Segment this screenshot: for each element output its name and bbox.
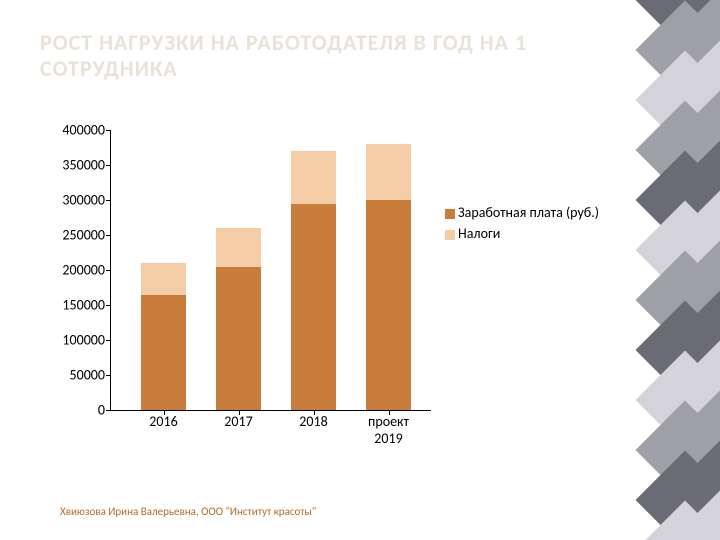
legend-item: Налоги [445, 226, 599, 243]
legend-swatch [445, 209, 455, 219]
chart-legend: Заработная плата (руб.) Налоги [445, 205, 599, 247]
legend-label: Налоги [458, 226, 500, 243]
y-tick-label: 50000 [70, 367, 111, 384]
y-tick-mark [106, 270, 111, 271]
y-tick-label: 350000 [62, 157, 111, 174]
slide: РОСТ НАГРУЗКИ НА РАБОТОДАТЕЛЯ В ГОД НА 1… [0, 0, 720, 540]
y-tick-label: 400000 [62, 122, 111, 139]
y-tick-mark [106, 165, 111, 166]
y-tick-mark [106, 235, 111, 236]
x-tick-label: 2016 [149, 410, 177, 431]
bar-segment [216, 228, 261, 267]
y-tick-label: 250000 [62, 227, 111, 244]
footer-text: Хвиюзова Ирина Валерьевна, ООО "Институт… [60, 505, 316, 518]
y-tick-mark [106, 340, 111, 341]
bar-segment [141, 295, 186, 411]
y-tick-label: 100000 [62, 332, 111, 349]
x-tick-label: проект 2019 [368, 410, 409, 448]
bar-chart: 0500001000001500002000002500003000003500… [40, 130, 600, 460]
y-tick-mark [106, 130, 111, 131]
slide-title: РОСТ НАГРУЗКИ НА РАБОТОДАТЕЛЯ В ГОД НА 1… [40, 30, 560, 83]
legend-swatch [445, 230, 455, 240]
legend-label: Заработная плата (руб.) [458, 205, 599, 222]
plot-area: 0500001000001500002000002500003000003500… [110, 130, 431, 411]
y-tick-label: 200000 [62, 262, 111, 279]
y-tick-label: 150000 [62, 297, 111, 314]
side-decoration [620, 0, 720, 540]
x-tick-label: 2017 [224, 410, 252, 431]
y-tick-mark [106, 200, 111, 201]
bar-segment [366, 200, 411, 410]
y-tick-label: 300000 [62, 192, 111, 209]
bar-segment [291, 204, 336, 411]
bar-segment [366, 144, 411, 200]
y-tick-mark [106, 375, 111, 376]
bar-segment [291, 151, 336, 204]
y-tick-mark [106, 410, 111, 411]
bar-segment [141, 263, 186, 295]
bar-segment [216, 267, 261, 411]
y-tick-mark [106, 305, 111, 306]
legend-item: Заработная плата (руб.) [445, 205, 599, 222]
x-tick-label: 2018 [299, 410, 327, 431]
